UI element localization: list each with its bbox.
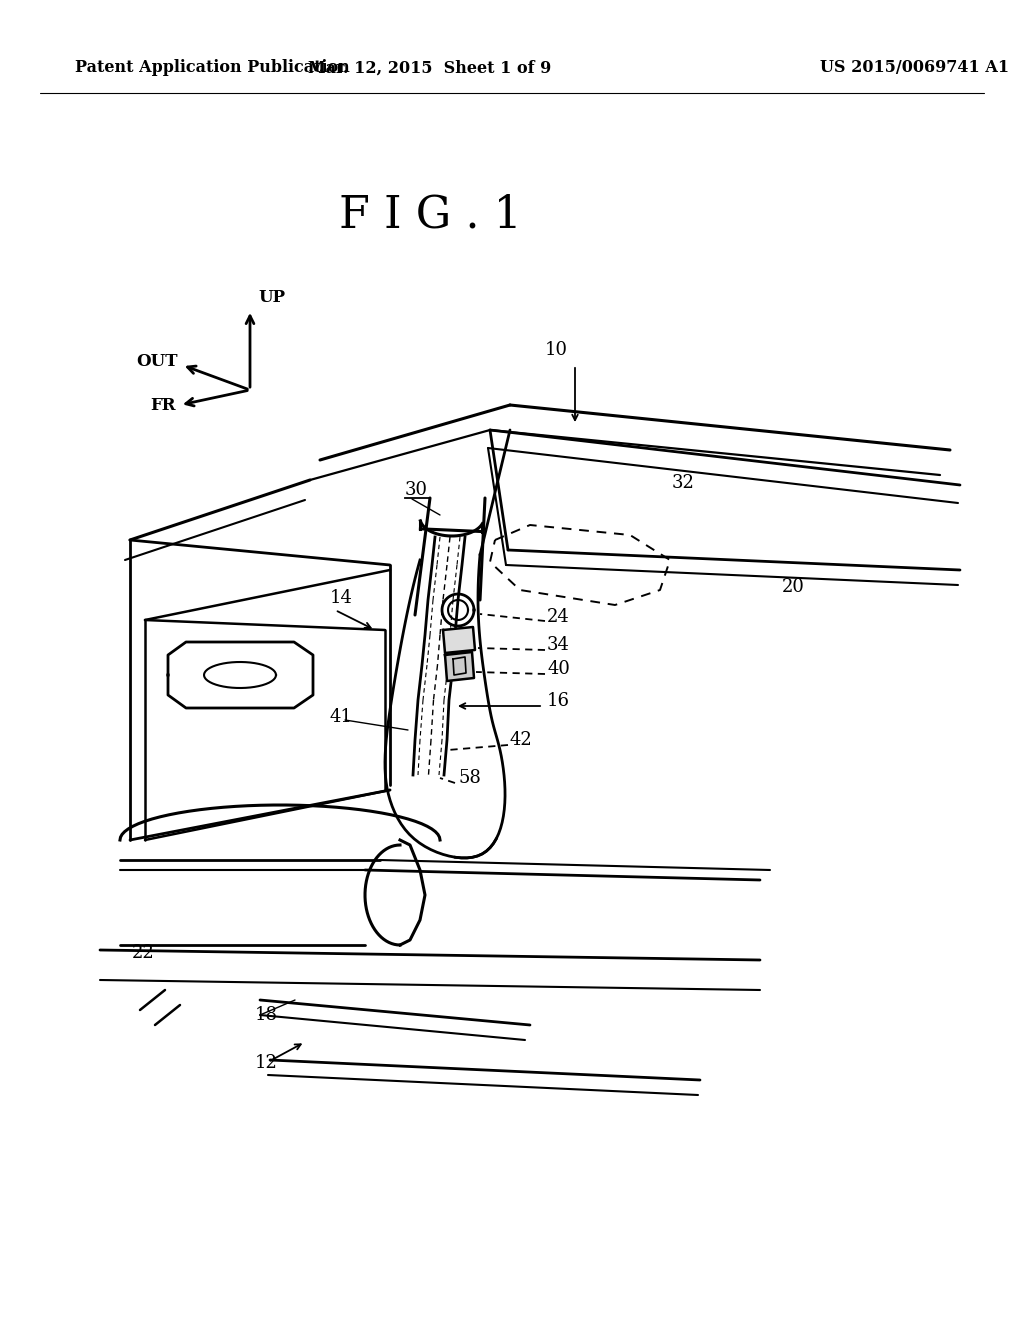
Text: 18: 18	[255, 1006, 278, 1024]
Text: 14: 14	[330, 589, 353, 607]
Text: US 2015/0069741 A1: US 2015/0069741 A1	[820, 59, 1009, 77]
Text: Mar. 12, 2015  Sheet 1 of 9: Mar. 12, 2015 Sheet 1 of 9	[308, 59, 552, 77]
Text: 40: 40	[547, 660, 570, 678]
Text: OUT: OUT	[136, 354, 178, 371]
Text: 24: 24	[547, 609, 569, 626]
Text: 20: 20	[782, 578, 805, 597]
Text: UP: UP	[258, 289, 285, 306]
Polygon shape	[445, 652, 474, 681]
Text: FR: FR	[151, 396, 176, 413]
Text: 42: 42	[510, 731, 532, 748]
Text: 32: 32	[672, 474, 695, 492]
Text: 22: 22	[132, 944, 155, 962]
Text: Patent Application Publication: Patent Application Publication	[75, 59, 350, 77]
Text: 34: 34	[547, 636, 570, 653]
Text: 41: 41	[330, 708, 353, 726]
Text: F I G . 1: F I G . 1	[339, 194, 521, 236]
Text: 58: 58	[458, 770, 481, 787]
Text: 12: 12	[255, 1053, 278, 1072]
Text: 30: 30	[406, 480, 428, 499]
Text: 10: 10	[545, 341, 568, 359]
Text: 16: 16	[547, 692, 570, 710]
Polygon shape	[443, 627, 475, 653]
